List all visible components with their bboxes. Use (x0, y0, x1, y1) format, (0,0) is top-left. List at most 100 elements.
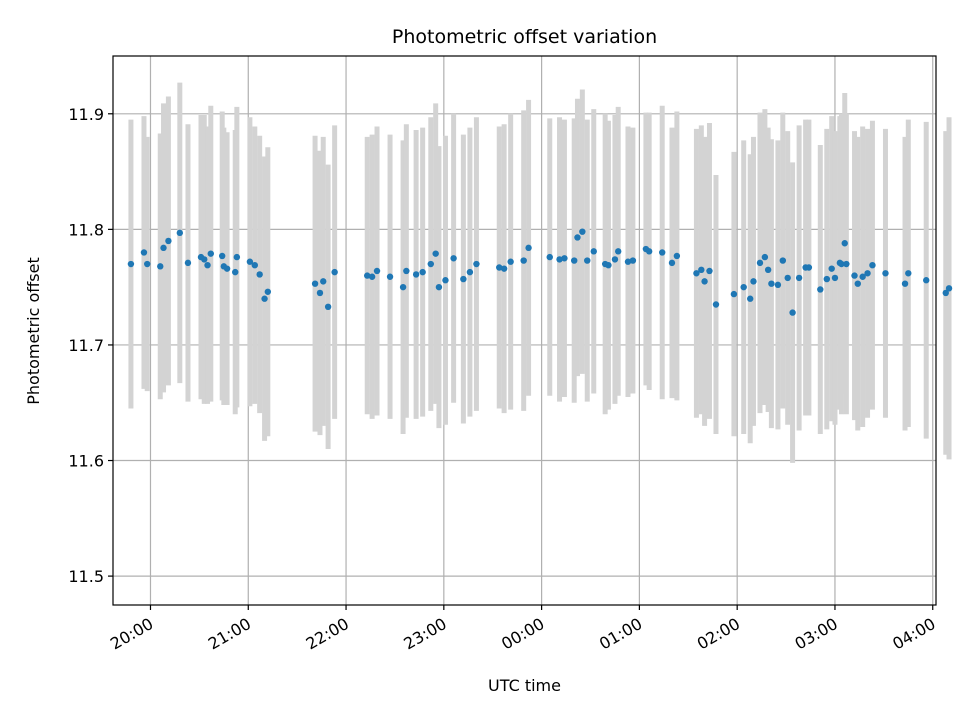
axes-frame (112, 55, 937, 606)
data-point (823, 275, 831, 283)
y-tick-label: 11.6 (68, 452, 104, 471)
data-point (750, 278, 757, 285)
data-point (223, 265, 231, 272)
data-point (579, 228, 586, 235)
data-point (706, 267, 713, 275)
data-point (127, 260, 135, 268)
data-point (590, 248, 597, 255)
data-point (629, 257, 637, 264)
data-point (768, 280, 775, 287)
data-point (659, 249, 666, 256)
data-point (373, 267, 381, 275)
data-point (251, 261, 258, 269)
data-point (432, 250, 439, 257)
data-point (712, 301, 720, 308)
chart-title: Photometric offset variation (392, 26, 657, 48)
y-tick-label: 11.8 (68, 220, 104, 239)
data-point (496, 264, 503, 271)
data-point (507, 258, 514, 265)
data-point (140, 249, 148, 256)
data-point (901, 280, 909, 287)
data-point (761, 253, 769, 261)
data-point (144, 260, 151, 268)
data-point (320, 278, 327, 285)
data-point (668, 259, 676, 267)
data-point (693, 270, 700, 277)
data-point (218, 252, 226, 260)
data-point (412, 271, 420, 278)
data-point (500, 265, 508, 272)
data-point (905, 270, 912, 277)
data-point (184, 259, 192, 267)
data-point (399, 283, 407, 291)
data-point (605, 261, 612, 269)
data-point (204, 261, 211, 269)
data-point (730, 290, 738, 298)
data-point (795, 274, 803, 282)
data-point (784, 274, 791, 282)
data-point (611, 256, 619, 263)
data-point (473, 260, 480, 268)
data-point (165, 237, 172, 245)
data-point (774, 281, 782, 289)
data-point (756, 259, 764, 267)
data-point (427, 260, 434, 268)
data-point (747, 295, 754, 302)
data-point (264, 288, 272, 295)
data-point (160, 244, 167, 252)
data-point (442, 277, 449, 284)
data-point (368, 273, 376, 280)
data-point (331, 268, 338, 276)
data-point (561, 255, 568, 262)
data-point (157, 263, 164, 270)
data-point (701, 278, 708, 285)
data-point (316, 289, 324, 297)
data-point (859, 273, 866, 280)
data-point (246, 258, 254, 265)
data-point (841, 240, 848, 247)
data-point (945, 285, 953, 292)
data-point (779, 257, 787, 264)
data-point (450, 255, 457, 262)
data-point (831, 274, 839, 282)
data-point (419, 268, 426, 276)
y-axis-label: Photometric offset (24, 257, 43, 405)
data-point (805, 264, 813, 271)
data-point (817, 286, 824, 293)
data-point (838, 260, 845, 268)
data-point (233, 253, 241, 261)
data-point (574, 234, 581, 241)
data-point (673, 252, 681, 260)
data-point (571, 257, 578, 264)
data-point (556, 256, 563, 263)
y-tick-label: 11.7 (68, 336, 104, 355)
data-point (942, 289, 949, 297)
data-point (828, 265, 835, 272)
data-point (645, 248, 653, 255)
data-point (525, 244, 532, 252)
x-axis-label: UTC time (488, 676, 561, 695)
data-point (207, 250, 214, 257)
data-point (789, 309, 796, 316)
data-point (615, 248, 622, 255)
data-point (256, 271, 263, 278)
data-points (127, 228, 953, 316)
data-point (864, 270, 871, 277)
data-point (386, 273, 394, 280)
data-point (869, 261, 876, 269)
data-point (201, 256, 208, 263)
data-point (520, 257, 527, 264)
data-point (176, 229, 184, 237)
y-tick-label: 11.5 (68, 567, 104, 586)
y-tick-label: 11.9 (68, 105, 104, 124)
data-point (403, 267, 410, 275)
data-point (584, 257, 591, 264)
data-point (843, 260, 850, 268)
data-point (460, 275, 467, 283)
data-point (698, 266, 705, 274)
data-point (546, 253, 553, 261)
data-point (851, 272, 858, 279)
data-point (764, 266, 772, 274)
data-point (624, 258, 632, 265)
